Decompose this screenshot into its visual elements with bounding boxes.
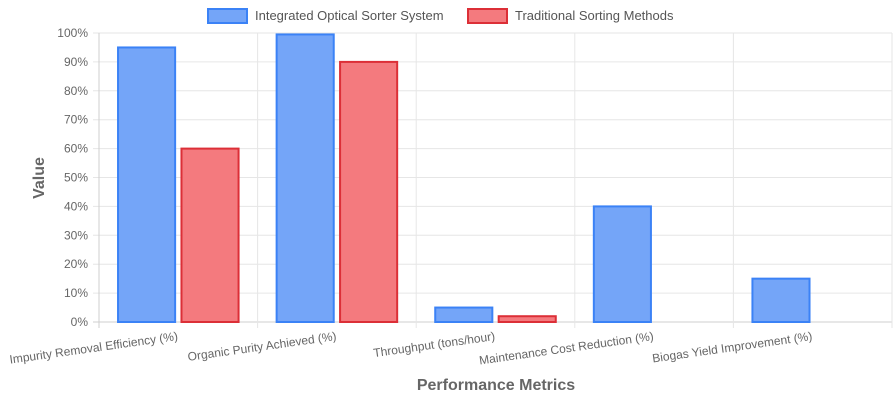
y-tick-label: 10%	[64, 286, 88, 300]
bar-traditional-0	[180, 147, 240, 323]
bars	[117, 33, 811, 324]
x-tick-label: Organic Purity Achieved (%)	[187, 329, 338, 364]
bar-traditional-2	[497, 315, 557, 324]
bar-integrated-0	[117, 46, 177, 323]
bar-integrated-1	[275, 33, 335, 323]
y-tick-label: 0%	[71, 315, 89, 329]
x-tick-label: Biogas Yield Improvement (%)	[651, 329, 813, 365]
x-tick-label: Impurity Removal Efficiency (%)	[9, 329, 179, 366]
legend-swatch-traditional	[467, 8, 508, 24]
y-tick-label: 70%	[64, 113, 88, 127]
legend-swatch-integrated	[207, 8, 248, 24]
y-tick-label: 40%	[64, 199, 88, 213]
y-tick-label: 20%	[64, 257, 88, 271]
x-axis-title: Performance Metrics	[417, 377, 575, 394]
legend: Integrated Optical Sorter System Traditi…	[207, 8, 674, 24]
legend-label-integrated: Integrated Optical Sorter System	[255, 8, 444, 23]
y-axis-title: Value	[31, 157, 48, 199]
bar-integrated-4	[751, 277, 811, 323]
y-tick-label: 50%	[64, 171, 88, 185]
x-tick-label: Maintenance Cost Reduction (%)	[478, 329, 654, 367]
x-tick-label: Throughput (tons/hour)	[372, 329, 496, 360]
y-tick-label: 90%	[64, 55, 88, 69]
legend-label-traditional: Traditional Sorting Methods	[515, 8, 674, 23]
x-axis-ticks: Impurity Removal Efficiency (%) Organic P…	[9, 329, 814, 367]
bar-traditional-1	[339, 60, 399, 324]
bar-integrated-2	[434, 306, 494, 323]
y-tick-label: 60%	[64, 142, 88, 156]
y-tick-label: 30%	[64, 228, 88, 242]
bar-integrated-3	[592, 205, 652, 323]
y-tick-label: 100%	[57, 26, 88, 40]
y-tick-label: 80%	[64, 84, 88, 98]
y-axis-ticks: 0% 10% 20% 30% 40% 50% 60% 70% 80% 90% 100%	[57, 26, 88, 329]
